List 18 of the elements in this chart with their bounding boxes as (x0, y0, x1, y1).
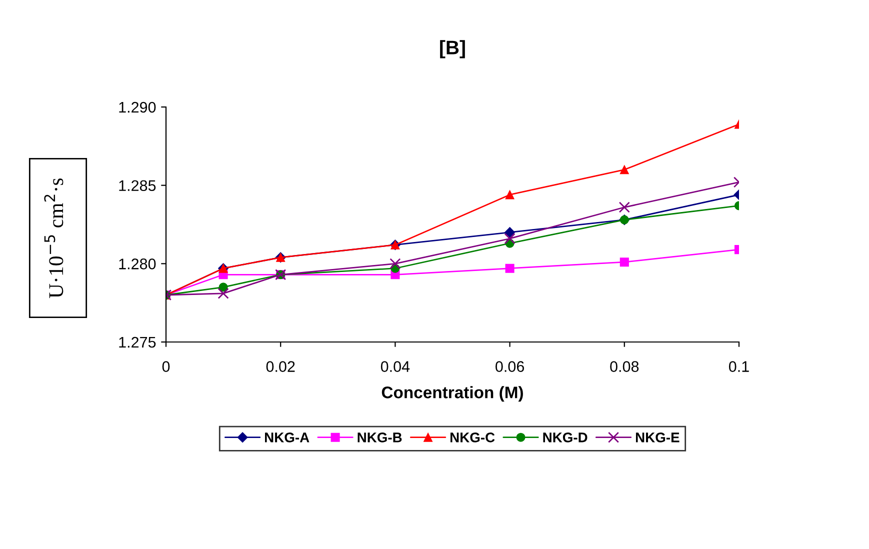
legend-label: NKG-D (543, 432, 588, 442)
x-tick-label: 0 (162, 361, 170, 372)
y-tick-label: 1.275 (119, 336, 156, 348)
legend-label: NKG-E (636, 432, 680, 442)
legend-label: NKG-A (265, 432, 310, 442)
y-tick-label: 1.285 (119, 180, 156, 192)
x-tick-label: 0.04 (380, 361, 410, 372)
x-axis-title: Concentration (M) (382, 386, 523, 402)
x-tick-label: 0.08 (610, 361, 639, 372)
y-axis-title: U·10$^{−5}$ cm$^{2}$·s (44, 178, 64, 298)
chart-title: [B] (440, 40, 465, 58)
y-tick-label: 1.280 (119, 258, 156, 270)
legend-label: NKG-C (450, 432, 495, 442)
y-tick-label: 1.290 (119, 102, 156, 113)
x-tick-label: 0.1 (728, 361, 749, 372)
legend-label: NKG-B (358, 432, 402, 442)
x-tick-label: 0.06 (496, 361, 524, 372)
x-tick-label: 0.02 (266, 361, 295, 372)
